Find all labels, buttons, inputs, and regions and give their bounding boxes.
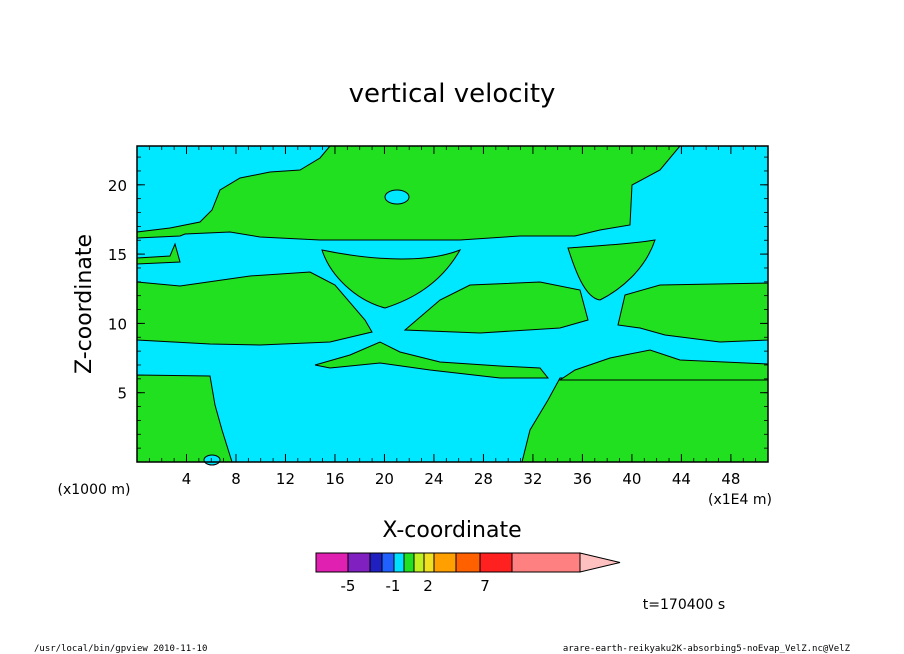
x-tick-label: 16	[325, 470, 344, 488]
contour-small-blob	[203, 454, 221, 466]
colorbar-tick-label: 2	[423, 577, 433, 595]
colorbar-segment	[381, 552, 395, 573]
x-tick-label: 44	[672, 470, 691, 488]
colorbar-segment	[433, 552, 457, 573]
x-tick-label: 12	[276, 470, 295, 488]
x-tick-label: 40	[622, 470, 641, 488]
contour-region-middle-left	[136, 271, 373, 346]
y-axis-label: Z-coordinate	[72, 234, 97, 374]
plot-frame	[136, 145, 769, 463]
x-tick-label: 8	[231, 470, 241, 488]
colorbar-segment	[393, 552, 405, 573]
colorbar-segment	[455, 552, 481, 573]
colorbar-segment	[511, 552, 581, 573]
footer-right: arare-earth-reikyaku2K-absorbing5-noEvap…	[563, 644, 851, 654]
x-tick-label: 24	[424, 470, 443, 488]
x-axis: 4 8 12 16 20 24 28 32 36 40 44 48	[148, 146, 757, 488]
footer-left: /usr/local/bin/gpview 2010-11-10	[34, 644, 207, 654]
x-axis-label: X-coordinate	[382, 518, 521, 543]
x-scale-label: (x1E4 m)	[708, 492, 772, 508]
colorbar-segment	[403, 552, 415, 573]
y-axis: 5 10 15 20	[108, 156, 768, 449]
contour-lower-wedge	[314, 341, 550, 379]
contour-right-lobe	[567, 239, 656, 301]
x-tick-label: 48	[721, 470, 740, 488]
colorbar-segment	[347, 552, 371, 573]
chart-title: vertical velocity	[349, 79, 556, 109]
x-tick-label: 28	[474, 470, 493, 488]
contour-field	[136, 145, 769, 466]
colorbar-segment	[413, 552, 425, 573]
y-tick-label: 15	[108, 246, 127, 264]
colorbar	[315, 552, 621, 573]
colorbar-segment	[369, 552, 383, 573]
y-tick-label: 20	[108, 177, 127, 195]
x-unit-label: (x1000 m)	[58, 482, 131, 498]
contour-x-upper-left	[321, 249, 462, 309]
x-tick-label: 32	[523, 470, 542, 488]
colorbar-tick-label: -5	[341, 577, 356, 595]
contour-region-middle-right	[617, 282, 769, 343]
colorbar-segment	[479, 552, 513, 573]
colorbar-tick-label: 7	[480, 577, 490, 595]
x-tick-label: 4	[182, 470, 192, 488]
time-label: t=170400 s	[643, 597, 725, 613]
x-tick-label: 20	[375, 470, 394, 488]
colorbar-tick-label: -1	[386, 577, 401, 595]
x-tick-label: 36	[573, 470, 592, 488]
colorbar-arrow	[579, 552, 621, 573]
contour-lower-right-blob	[558, 349, 769, 381]
y-tick-label: 5	[117, 385, 127, 403]
y-tick-label: 10	[108, 315, 127, 333]
colorbar-segment	[315, 552, 349, 573]
contour-region-upper	[136, 145, 682, 241]
contour-region-lower-right	[521, 377, 769, 463]
colorbar-segment	[423, 552, 435, 573]
contour-x-right	[403, 281, 589, 334]
colorbar-ticks: -5 -1 2 7	[341, 577, 490, 595]
contour-bubble	[384, 189, 410, 205]
